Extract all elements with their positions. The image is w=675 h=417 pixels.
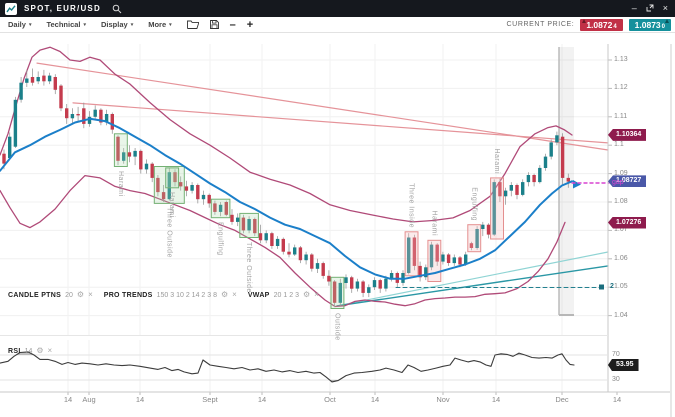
- menu-more-label: More: [148, 20, 167, 29]
- gear-icon[interactable]: ⚙: [36, 346, 44, 355]
- indicator-name: VWAP: [247, 291, 270, 299]
- indicator-legend-main: CANDLE PTNS 20 ⚙ × PRO TRENDS 150 3 10 2 14 2…: [8, 291, 326, 299]
- chevron-down-icon: ▾: [169, 21, 172, 28]
- window-controls: – ×: [632, 4, 668, 14]
- chevron-down-icon: ▾: [83, 21, 87, 28]
- menu-technical[interactable]: Technical ▾: [46, 20, 86, 29]
- menu-daily[interactable]: Daily ▾: [8, 20, 31, 29]
- menu-daily-label: Daily: [8, 20, 26, 29]
- popout-icon[interactable]: [646, 4, 654, 14]
- bid-price-badge: 1.0872 4: [580, 18, 623, 31]
- ask-price-badge: 1.0873 0: [628, 18, 671, 31]
- ask-pip: 0: [661, 23, 665, 30]
- indicator-legend-rsi: RSI 14 ⚙ ×: [8, 347, 59, 355]
- chevron-down-icon: ▾: [28, 21, 32, 28]
- window-title: SPOT, EUR/USD: [24, 4, 101, 13]
- gear-icon[interactable]: ⚙: [76, 290, 85, 299]
- gear-icon[interactable]: ⚙: [220, 290, 229, 299]
- zoom-in-button[interactable]: +: [246, 18, 254, 31]
- indicator-name: CANDLE PTNS: [8, 291, 62, 299]
- indicator-params: 150 3 10 2 14 2 3 8: [156, 291, 217, 299]
- menu-more[interactable]: More ▾: [148, 20, 171, 29]
- bid-price-value: 1.0872: [586, 19, 613, 30]
- indicator-name: PRO TRENDS: [103, 291, 153, 299]
- ask-price-value: 1.0873: [634, 19, 661, 30]
- open-folder-icon[interactable]: [186, 20, 199, 29]
- indicator-name: RSI: [8, 347, 21, 355]
- close-icon[interactable]: ×: [232, 290, 237, 299]
- app-logo-icon: [5, 2, 17, 15]
- save-icon[interactable]: [209, 20, 219, 29]
- chevron-down-icon: ▾: [130, 21, 134, 28]
- menu-technical-label: Technical: [46, 20, 81, 29]
- close-button[interactable]: ×: [662, 3, 668, 13]
- indicator-params: 20: [65, 291, 73, 299]
- close-icon[interactable]: ×: [314, 290, 319, 299]
- close-icon[interactable]: ×: [88, 290, 93, 299]
- indicator-params: 14: [24, 347, 33, 355]
- zoom-out-button[interactable]: –: [229, 18, 236, 31]
- title-bar: SPOT, EUR/USD – ×: [0, 0, 675, 17]
- minimize-button[interactable]: –: [631, 3, 637, 13]
- bid-pip: 4: [613, 23, 617, 30]
- close-icon[interactable]: ×: [47, 346, 53, 355]
- indicator-params: 20 1 2 3: [273, 291, 299, 299]
- tick-marker-icon: [582, 18, 587, 23]
- tick-marker-icon: [665, 18, 669, 23]
- current-price-label: CURRENT PRICE:: [506, 21, 575, 28]
- menu-display[interactable]: Display ▾: [101, 20, 133, 29]
- toolbar: Daily ▾ Technical ▾ Display ▾ More ▾ – +…: [0, 17, 675, 33]
- gear-icon[interactable]: ⚙: [302, 290, 311, 299]
- menu-display-label: Display: [101, 20, 128, 29]
- search-icon[interactable]: [112, 4, 122, 14]
